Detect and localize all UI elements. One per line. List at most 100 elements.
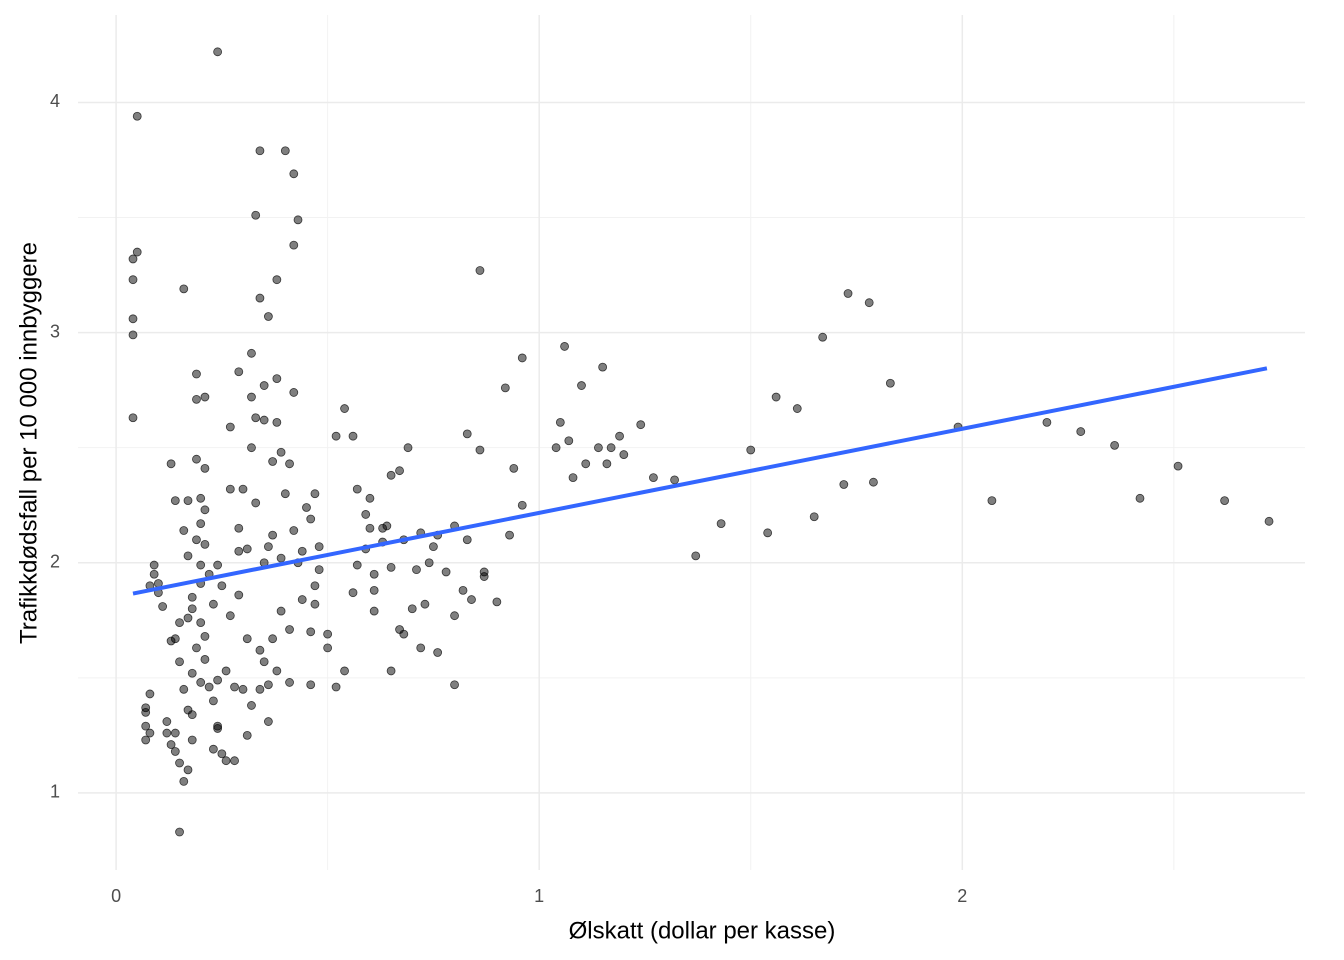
point bbox=[289, 169, 299, 179]
point bbox=[251, 413, 261, 423]
point bbox=[509, 463, 519, 473]
point bbox=[420, 599, 430, 609]
point bbox=[225, 422, 235, 432]
point bbox=[200, 539, 210, 549]
point bbox=[606, 443, 616, 453]
grid bbox=[78, 15, 1305, 870]
point bbox=[314, 565, 324, 575]
point bbox=[450, 680, 459, 690]
point bbox=[505, 530, 514, 540]
point bbox=[179, 776, 189, 786]
point bbox=[306, 514, 316, 524]
point bbox=[763, 528, 773, 538]
point bbox=[213, 721, 223, 731]
point bbox=[263, 542, 273, 552]
point bbox=[885, 378, 895, 388]
point bbox=[230, 756, 239, 766]
point bbox=[555, 417, 565, 427]
point bbox=[602, 459, 612, 469]
point bbox=[263, 717, 273, 726]
point bbox=[234, 546, 244, 556]
point bbox=[251, 210, 261, 220]
point bbox=[1076, 427, 1086, 436]
point bbox=[403, 443, 413, 453]
point bbox=[196, 519, 206, 529]
point bbox=[331, 431, 341, 441]
point bbox=[192, 535, 201, 545]
point bbox=[230, 682, 239, 692]
x-tick-label: 0 bbox=[111, 886, 121, 906]
point bbox=[213, 47, 223, 57]
point bbox=[179, 684, 189, 694]
point bbox=[395, 466, 404, 476]
point bbox=[1110, 440, 1120, 450]
point bbox=[170, 496, 180, 506]
point bbox=[255, 146, 265, 156]
point bbox=[348, 431, 358, 441]
point bbox=[323, 643, 333, 653]
point bbox=[128, 275, 138, 285]
point bbox=[166, 740, 176, 749]
point bbox=[221, 756, 231, 766]
point bbox=[141, 735, 151, 745]
x-tick-label: 1 bbox=[534, 886, 544, 906]
point bbox=[581, 459, 591, 469]
point bbox=[869, 477, 878, 487]
point bbox=[179, 526, 189, 535]
point bbox=[166, 636, 176, 646]
point bbox=[255, 645, 265, 655]
point bbox=[183, 705, 193, 715]
point bbox=[289, 526, 299, 535]
point bbox=[187, 668, 197, 678]
point bbox=[251, 498, 261, 508]
point bbox=[433, 648, 443, 657]
point bbox=[1173, 461, 1183, 471]
point bbox=[263, 680, 273, 690]
point bbox=[386, 666, 396, 676]
point bbox=[987, 496, 997, 506]
point bbox=[247, 701, 256, 710]
point bbox=[149, 569, 159, 579]
point bbox=[615, 431, 624, 441]
point bbox=[280, 489, 290, 499]
point bbox=[192, 369, 201, 379]
point bbox=[213, 560, 223, 570]
point bbox=[340, 666, 349, 676]
point bbox=[170, 728, 180, 738]
point bbox=[369, 569, 379, 579]
point bbox=[247, 348, 256, 358]
y-tick-label: 3 bbox=[50, 321, 60, 341]
point bbox=[1135, 493, 1145, 503]
point bbox=[462, 429, 472, 439]
point bbox=[272, 374, 282, 384]
point bbox=[238, 684, 248, 694]
point bbox=[746, 445, 756, 455]
point bbox=[276, 606, 286, 616]
point bbox=[259, 415, 269, 425]
point bbox=[204, 682, 214, 692]
point bbox=[670, 475, 679, 485]
point bbox=[141, 721, 151, 731]
point bbox=[268, 530, 278, 540]
point bbox=[242, 634, 252, 644]
point bbox=[352, 484, 362, 494]
point bbox=[361, 510, 371, 519]
point bbox=[170, 747, 180, 756]
point bbox=[225, 611, 235, 621]
point bbox=[323, 629, 333, 639]
point bbox=[517, 353, 527, 363]
y-tick-label: 4 bbox=[50, 91, 60, 111]
point bbox=[196, 560, 206, 570]
point bbox=[378, 523, 388, 533]
point bbox=[302, 503, 311, 512]
point bbox=[175, 827, 184, 837]
point bbox=[577, 381, 586, 390]
point bbox=[564, 436, 574, 446]
point bbox=[238, 484, 248, 494]
point bbox=[289, 240, 299, 250]
point bbox=[200, 392, 210, 402]
point bbox=[158, 602, 168, 611]
point bbox=[407, 604, 417, 614]
point bbox=[551, 443, 561, 453]
point bbox=[1042, 417, 1052, 427]
